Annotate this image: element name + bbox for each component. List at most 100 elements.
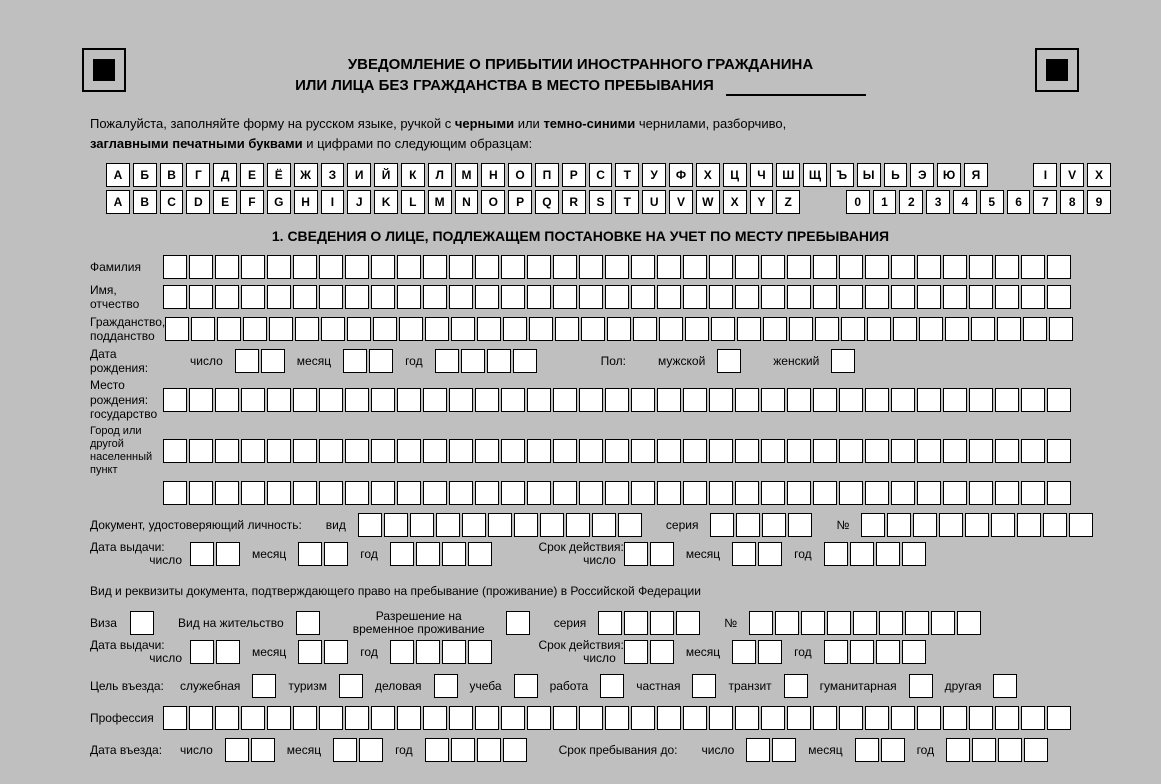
input-cell[interactable] xyxy=(965,513,989,537)
input-cell[interactable] xyxy=(831,349,855,373)
input-cell[interactable] xyxy=(891,388,915,412)
input-cell[interactable] xyxy=(241,706,265,730)
input-cell[interactable] xyxy=(692,674,716,698)
input-cell[interactable] xyxy=(995,439,1019,463)
field-stay-month[interactable] xyxy=(855,738,905,762)
input-cell[interactable] xyxy=(969,255,993,279)
input-cell[interactable] xyxy=(189,706,213,730)
input-cell[interactable] xyxy=(624,640,648,664)
input-cell[interactable] xyxy=(423,439,447,463)
input-cell[interactable] xyxy=(324,640,348,664)
input-cell[interactable] xyxy=(605,255,629,279)
input-cell[interactable] xyxy=(527,388,551,412)
input-cell[interactable] xyxy=(513,349,537,373)
input-cell[interactable] xyxy=(293,439,317,463)
input-cell[interactable] xyxy=(624,542,648,566)
input-cell[interactable] xyxy=(215,481,239,505)
input-cell[interactable] xyxy=(605,481,629,505)
input-cell[interactable] xyxy=(410,513,434,537)
input-cell[interactable] xyxy=(657,285,681,309)
input-cell[interactable] xyxy=(553,388,577,412)
input-cell[interactable] xyxy=(676,611,700,635)
input-cell[interactable] xyxy=(624,611,648,635)
input-cell[interactable] xyxy=(553,285,577,309)
input-cell[interactable] xyxy=(855,738,879,762)
input-cell[interactable] xyxy=(657,706,681,730)
input-cell[interactable] xyxy=(269,317,293,341)
input-cell[interactable] xyxy=(995,285,1019,309)
checkbox-male[interactable] xyxy=(717,349,741,373)
checkbox-purpose-other[interactable] xyxy=(993,674,1017,698)
input-cell[interactable] xyxy=(827,611,851,635)
input-cell[interactable] xyxy=(423,706,447,730)
field-birth-month[interactable] xyxy=(343,349,393,373)
input-cell[interactable] xyxy=(319,439,343,463)
input-cell[interactable] xyxy=(397,388,421,412)
field-id-valid-month[interactable] xyxy=(732,542,782,566)
input-cell[interactable] xyxy=(969,388,993,412)
input-cell[interactable] xyxy=(650,640,674,664)
input-cell[interactable] xyxy=(296,611,320,635)
input-cell[interactable] xyxy=(442,640,466,664)
input-cell[interactable] xyxy=(902,542,926,566)
input-cell[interactable] xyxy=(358,513,382,537)
input-cell[interactable] xyxy=(657,439,681,463)
input-cell[interactable] xyxy=(579,439,603,463)
input-cell[interactable] xyxy=(581,317,605,341)
input-cell[interactable] xyxy=(468,640,492,664)
input-cell[interactable] xyxy=(683,439,707,463)
input-cell[interactable] xyxy=(861,513,885,537)
field-citizenship[interactable] xyxy=(165,317,1073,341)
input-cell[interactable] xyxy=(442,542,466,566)
input-cell[interactable] xyxy=(824,542,848,566)
input-cell[interactable] xyxy=(347,317,371,341)
input-cell[interactable] xyxy=(761,388,785,412)
input-cell[interactable] xyxy=(657,481,681,505)
input-cell[interactable] xyxy=(390,640,414,664)
input-cell[interactable] xyxy=(475,285,499,309)
field-surname[interactable] xyxy=(163,255,1071,279)
input-cell[interactable] xyxy=(839,481,863,505)
input-cell[interactable] xyxy=(217,317,241,341)
input-cell[interactable] xyxy=(501,255,525,279)
checkbox-purpose-business[interactable] xyxy=(434,674,458,698)
input-cell[interactable] xyxy=(1047,481,1071,505)
input-cell[interactable] xyxy=(787,388,811,412)
input-cell[interactable] xyxy=(163,388,187,412)
input-cell[interactable] xyxy=(839,255,863,279)
input-cell[interactable] xyxy=(371,439,395,463)
input-cell[interactable] xyxy=(813,706,837,730)
input-cell[interactable] xyxy=(758,542,782,566)
input-cell[interactable] xyxy=(475,388,499,412)
input-cell[interactable] xyxy=(879,611,903,635)
field-res-valid-day[interactable] xyxy=(624,640,674,664)
input-cell[interactable] xyxy=(251,738,275,762)
checkbox-visa[interactable] xyxy=(130,611,154,635)
input-cell[interactable] xyxy=(1021,285,1045,309)
input-cell[interactable] xyxy=(683,388,707,412)
input-cell[interactable] xyxy=(553,706,577,730)
input-cell[interactable] xyxy=(815,317,839,341)
input-cell[interactable] xyxy=(633,317,657,341)
input-cell[interactable] xyxy=(995,255,1019,279)
checkbox-purpose-official[interactable] xyxy=(252,674,276,698)
input-cell[interactable] xyxy=(416,640,440,664)
input-cell[interactable] xyxy=(735,255,759,279)
input-cell[interactable] xyxy=(709,481,733,505)
input-cell[interactable] xyxy=(555,317,579,341)
input-cell[interactable] xyxy=(943,255,967,279)
field-name-patronymic[interactable] xyxy=(163,285,1071,309)
input-cell[interactable] xyxy=(267,706,291,730)
input-cell[interactable] xyxy=(293,285,317,309)
input-cell[interactable] xyxy=(893,317,917,341)
input-cell[interactable] xyxy=(631,439,655,463)
input-cell[interactable] xyxy=(319,255,343,279)
input-cell[interactable] xyxy=(761,439,785,463)
field-res-issue-year[interactable] xyxy=(390,640,492,664)
input-cell[interactable] xyxy=(683,706,707,730)
input-cell[interactable] xyxy=(865,481,889,505)
input-cell[interactable] xyxy=(605,439,629,463)
input-cell[interactable] xyxy=(449,439,473,463)
checkbox-purpose-tourism[interactable] xyxy=(339,674,363,698)
input-cell[interactable] xyxy=(735,481,759,505)
